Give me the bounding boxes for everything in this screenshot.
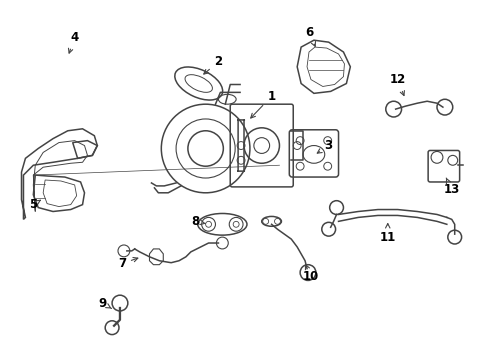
- Text: 10: 10: [303, 265, 319, 283]
- Text: 5: 5: [29, 198, 41, 211]
- Text: 3: 3: [317, 139, 333, 153]
- Text: 6: 6: [305, 26, 316, 46]
- Text: 2: 2: [204, 55, 222, 74]
- Text: 13: 13: [443, 178, 460, 196]
- Text: 11: 11: [380, 224, 396, 244]
- Text: 12: 12: [390, 73, 406, 95]
- Text: 8: 8: [192, 215, 205, 228]
- Text: 7: 7: [118, 257, 138, 270]
- Text: 9: 9: [98, 297, 112, 310]
- Text: 4: 4: [69, 31, 79, 53]
- Text: 1: 1: [251, 90, 276, 118]
